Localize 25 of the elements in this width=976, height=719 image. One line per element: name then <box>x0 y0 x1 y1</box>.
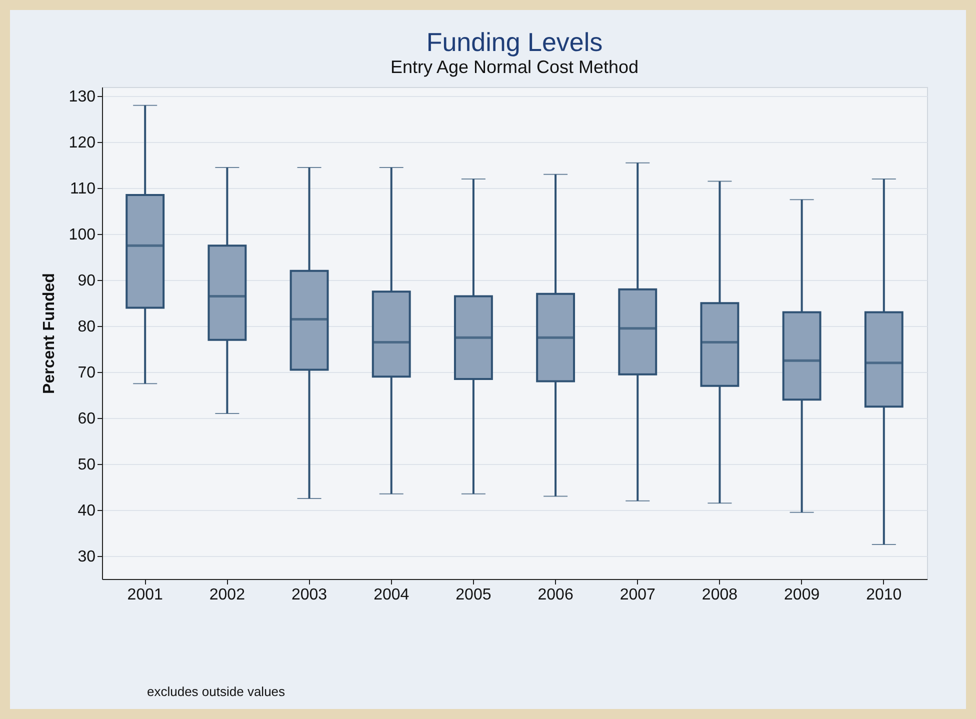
text: excludes outside values <box>147 684 286 699</box>
y-tick-label: 30 <box>78 548 96 566</box>
y-tick-label: 90 <box>78 272 96 290</box>
y-tick-label: 60 <box>78 410 96 428</box>
x-tick-label: 2002 <box>209 586 246 604</box>
x-tick-label: 2007 <box>620 586 656 604</box>
y-tick-label: 110 <box>70 180 96 198</box>
chart-subtitle: Entry Age Normal Cost Method <box>390 57 639 77</box>
x-tick-label: 2004 <box>374 586 410 604</box>
y-tick-label: 70 <box>78 364 96 382</box>
x-tick-label: 2005 <box>456 586 492 604</box>
y-axis-title: Percent Funded <box>40 273 58 394</box>
y-tick-label: 40 <box>78 502 96 520</box>
x-tick-label: 2001 <box>127 586 163 604</box>
y-tick-label: 100 <box>68 226 96 244</box>
y-tick-label: 130 <box>68 88 96 106</box>
x-tick-label: 2006 <box>538 586 574 604</box>
chart-title: Funding Levels <box>426 27 603 57</box>
x-tick-label: 2003 <box>291 586 328 604</box>
x-tick-label: 2008 <box>702 586 738 604</box>
x-tick-label: 2009 <box>784 586 820 604</box>
x-tick-label: 2010 <box>866 586 902 604</box>
y-tick-label: 50 <box>78 456 96 474</box>
y-tick-label: 120 <box>68 134 96 152</box>
y-tick-label: 80 <box>78 318 96 336</box>
